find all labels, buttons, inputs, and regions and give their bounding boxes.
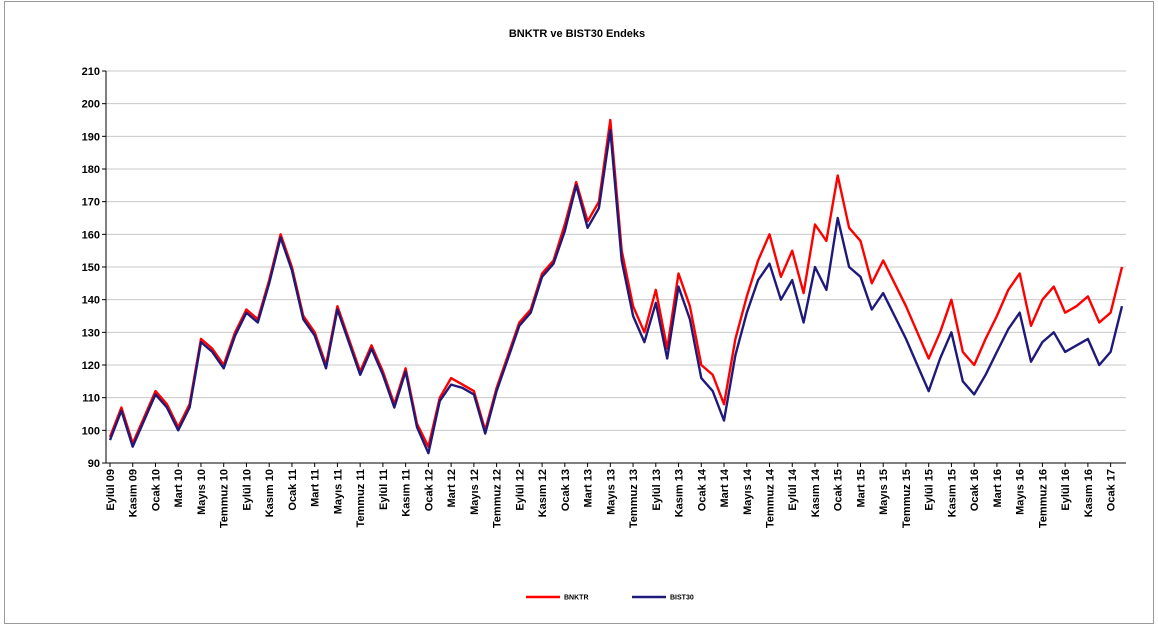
- x-tick-label: Ocak 14: [696, 468, 708, 511]
- x-tick-label: Ocak 10: [150, 469, 162, 511]
- chart-title: BNKTR ve BIST30 Endeks: [509, 28, 645, 40]
- x-tick-label: Temmuz 12: [492, 469, 504, 528]
- x-tick-label: Eylül 14: [787, 468, 799, 510]
- x-tick-label: Kasım 09: [128, 469, 140, 517]
- series-line-bist30: [108, 128, 1124, 455]
- x-tick-label: Eylül 15: [924, 469, 936, 511]
- y-tick-label: 210: [82, 66, 100, 78]
- x-tick-label: Eylül 16: [1060, 469, 1072, 511]
- x-tick-label: Ocak 12: [423, 469, 435, 511]
- y-tick-label: 180: [82, 164, 100, 176]
- x-tick-label: Mayıs 10: [196, 469, 208, 515]
- y-tick-label: 130: [82, 327, 100, 339]
- x-tick-label: Mayıs 12: [469, 469, 481, 515]
- x-tick-label: Ocak 11: [287, 469, 299, 511]
- x-tick-label: Mart 15: [855, 469, 867, 508]
- x-tick-label: Kasım 16: [1083, 469, 1095, 517]
- x-tick-label: Kasım 13: [674, 469, 686, 517]
- x-tick-label: Temmuz 13: [628, 469, 640, 528]
- grid-lines: [106, 70, 1126, 431]
- x-tick-label: Kasım 12: [537, 469, 549, 517]
- x-tick-label: Kasım 15: [946, 469, 958, 517]
- x-tick-label: Eylül 13: [651, 469, 663, 511]
- x-tick-label: Mart 16: [992, 469, 1004, 508]
- x-tick-label: Ocak 15: [833, 469, 845, 511]
- x-tick-label: Eylül 12: [514, 469, 526, 511]
- y-tick-label: 200: [82, 99, 100, 111]
- legend-label-bist30: BIST30: [670, 595, 694, 602]
- y-tick-label: 140: [82, 295, 100, 307]
- y-tick-label: 160: [82, 229, 100, 241]
- x-tick-label: Kasım 14: [810, 468, 822, 517]
- x-tick-label: Ocak 16: [969, 469, 981, 511]
- x-tick-label: Temmuz 14: [765, 468, 777, 528]
- chart-frame: [4, 1, 1154, 624]
- x-tick-label: Mayıs 13: [605, 469, 617, 515]
- y-tick-label: 110: [82, 393, 100, 405]
- x-tick-label: Temmuz 10: [219, 469, 231, 528]
- x-tick-label: Eylül 10: [241, 469, 253, 511]
- y-tick-label: 150: [82, 262, 100, 274]
- y-tick-label: 100: [82, 425, 100, 437]
- x-tick-label: Ocak 13: [560, 469, 572, 511]
- x-tick-label: Kasım 11: [401, 469, 413, 517]
- legend: BNKTR BIST30: [526, 595, 694, 602]
- x-tick-label: Kasım 10: [264, 469, 276, 517]
- x-tick-label: Mayıs 14: [742, 468, 754, 515]
- x-tick-label: Mart 12: [446, 469, 458, 508]
- x-tick-label: Mayıs 16: [1015, 469, 1027, 515]
- y-axis: 90 100 110 120 130 140 150 160 170 180 190 200 210: [82, 66, 107, 470]
- y-tick-label: 120: [82, 360, 100, 372]
- legend-label-bnktr: BNKTR: [564, 595, 589, 602]
- x-tick-label: Mart 13: [583, 469, 595, 508]
- x-tick-label: Eylül 11: [378, 469, 390, 510]
- x-tick-label: Mart 14: [719, 468, 731, 507]
- x-tick-label: Mayıs 15: [878, 469, 890, 515]
- x-tick-label: Temmuz 15: [901, 469, 913, 528]
- x-tick-label: Mayıs 11: [332, 469, 344, 514]
- x-tick-label: Temmuz 16: [1037, 469, 1049, 528]
- x-axis: Eylül 09 Kasım 09 Ocak 10 Mart 10 Mayıs 10 Te…: [105, 462, 1126, 528]
- x-tick-label: Ocak 17: [1106, 469, 1118, 511]
- x-tick-label: Mart 10: [173, 469, 185, 508]
- y-tick-label: 90: [88, 458, 100, 470]
- x-tick-label: Temmuz 11: [355, 469, 367, 528]
- x-tick-label: Eylül 09: [105, 469, 117, 511]
- y-tick-label: 170: [82, 197, 100, 209]
- x-tick-label: Mart 11: [310, 469, 322, 507]
- series-layer: [108, 118, 1124, 455]
- y-tick-label: 190: [82, 131, 100, 143]
